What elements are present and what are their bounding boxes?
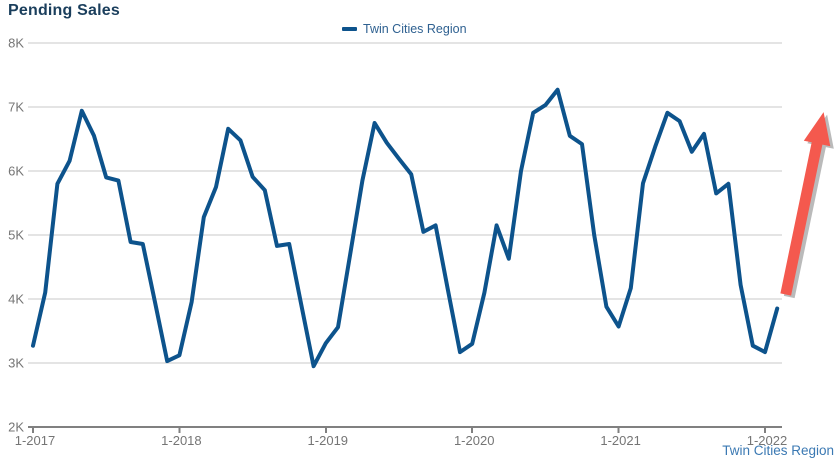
x-tick-label: 1-2018 [161,433,201,448]
series-line-twin-cities-region [31,87,780,369]
y-tick-label: 5K [8,228,24,243]
y-tick-label: 6K [8,164,24,179]
legend-label: Twin Cities Region [363,22,467,36]
x-tick-label: 1-2022 [747,433,787,448]
x-tick-label: 1-2020 [454,433,494,448]
legend: Twin Cities Region [342,22,467,36]
y-tick-label: 7K [8,100,24,115]
y-tick-label: 3K [8,356,24,371]
y-tick-label: 4K [8,292,24,307]
y-tick-label: 2K [8,420,24,435]
series-footer-label: Twin Cities Region [722,443,834,458]
x-tick-label: 1-2019 [308,433,348,448]
chart-title: Pending Sales [8,2,120,19]
y-tick-label: 8K [8,36,24,51]
legend-line-marker-icon [342,27,357,31]
x-tick-label: 1-2021 [600,433,640,448]
trend-up-arrow-icon [780,112,831,296]
x-tick-label: 1-2017 [15,433,55,448]
